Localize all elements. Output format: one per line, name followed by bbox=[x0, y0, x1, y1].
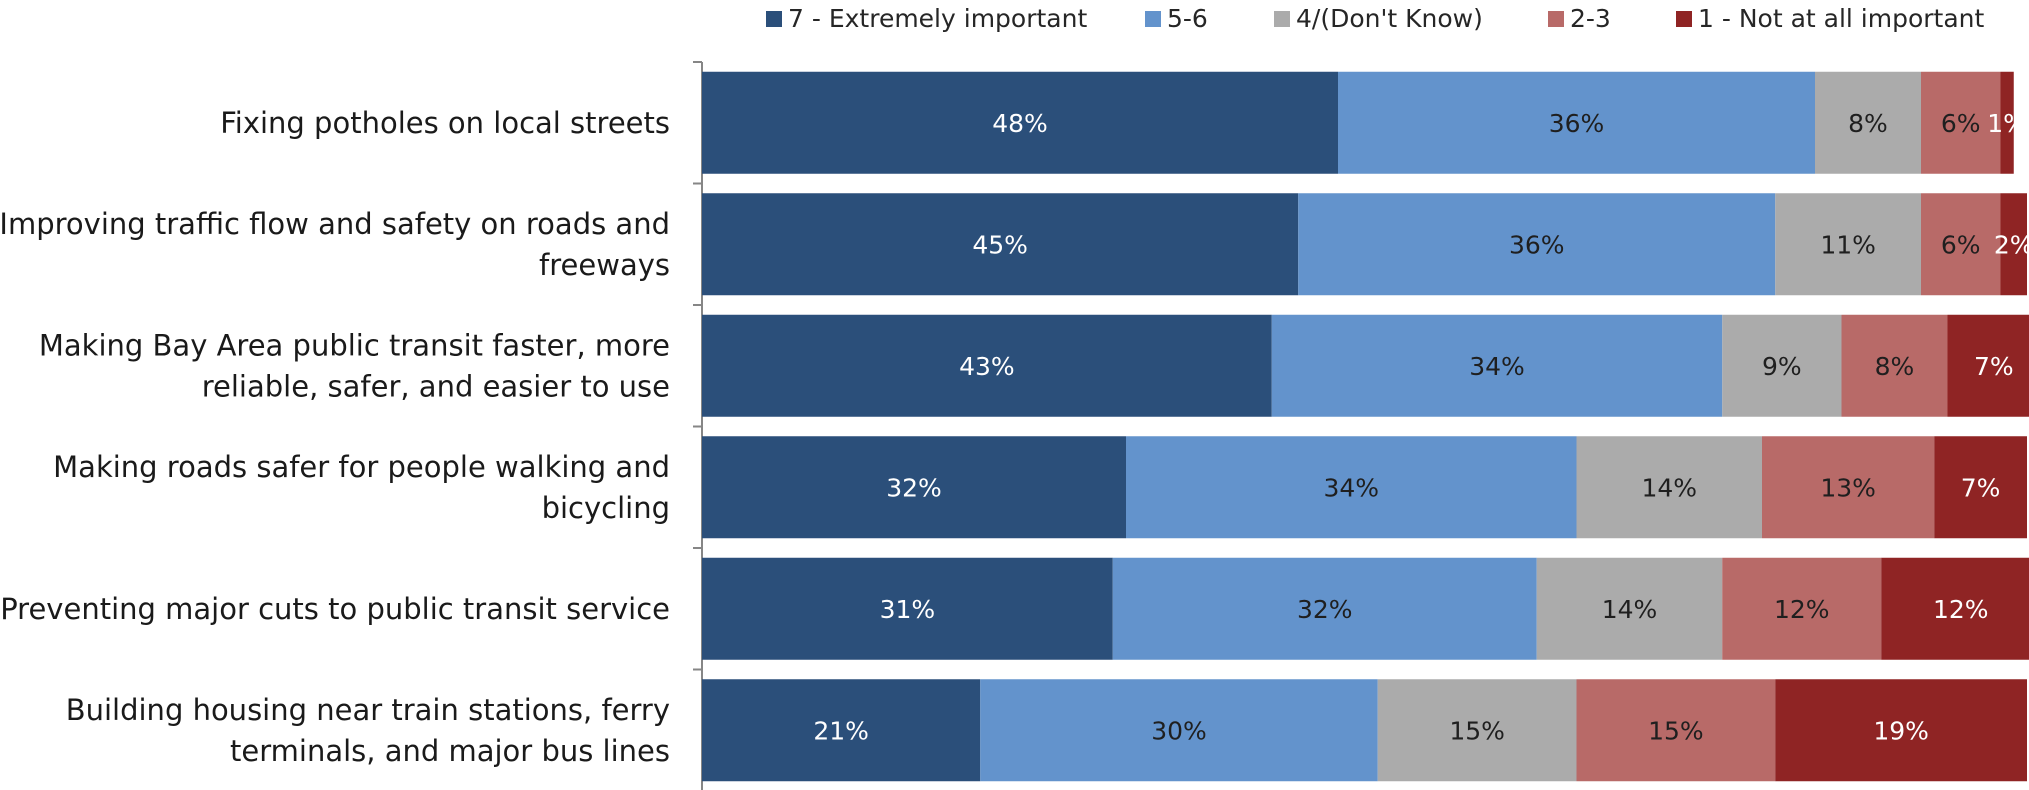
data-label: 6% bbox=[1941, 109, 1981, 138]
bar-segment bbox=[1338, 71, 1815, 174]
bar-segment bbox=[1576, 436, 1762, 539]
data-label: 8% bbox=[1848, 109, 1888, 138]
bar-segment bbox=[1298, 193, 1776, 296]
bar-segment bbox=[1841, 314, 1948, 417]
bar-segment bbox=[1921, 193, 2001, 296]
bar-segment bbox=[1576, 679, 1776, 782]
bar-segment bbox=[1762, 436, 1935, 539]
category-label-line: Fixing potholes on local streets bbox=[220, 106, 670, 140]
data-label: 14% bbox=[1641, 473, 1697, 502]
data-label: 36% bbox=[1509, 230, 1565, 259]
category-label-line: freeways bbox=[539, 248, 670, 282]
data-label: 9% bbox=[1762, 352, 1802, 381]
category-label: Making roads safer for people walking an… bbox=[53, 450, 670, 525]
legend-swatch bbox=[1145, 11, 1161, 27]
bar-segment bbox=[2000, 71, 2014, 174]
category-label: Fixing potholes on local streets bbox=[220, 106, 670, 140]
category-label-line: bicycling bbox=[542, 491, 670, 525]
data-label: 48% bbox=[992, 109, 1048, 138]
data-label: 21% bbox=[813, 716, 869, 745]
legend-label: 2-3 bbox=[1570, 4, 1611, 33]
data-label: 11% bbox=[1820, 230, 1876, 259]
legend-label: 5-6 bbox=[1167, 4, 1208, 33]
bar-segment bbox=[1775, 679, 2027, 782]
bar-segment bbox=[2000, 193, 2027, 296]
category-label-line: Preventing major cuts to public transit … bbox=[0, 592, 670, 626]
data-label: 6% bbox=[1941, 230, 1981, 259]
bar-segment bbox=[702, 679, 981, 782]
bar-segment bbox=[1775, 193, 1921, 296]
data-label: 14% bbox=[1602, 595, 1658, 624]
bar-segment bbox=[1921, 71, 2001, 174]
data-label: 36% bbox=[1549, 109, 1605, 138]
data-label: 19% bbox=[1873, 716, 1929, 745]
legend-swatch bbox=[1274, 11, 1290, 27]
bar-segment bbox=[1722, 314, 1842, 417]
category-label: Improving traffic flow and safety on roa… bbox=[0, 207, 670, 282]
category-label-line: Improving traffic flow and safety on roa… bbox=[0, 207, 670, 241]
bar-segment bbox=[1377, 679, 1577, 782]
bar-segment bbox=[1112, 557, 1537, 660]
bar-segment bbox=[1815, 71, 1921, 174]
category-label-line: reliable, safer, and easier to use bbox=[202, 369, 670, 403]
category-label-line: Building housing near train stations, fe… bbox=[66, 693, 670, 727]
category-label: Building housing near train stations, fe… bbox=[66, 693, 670, 768]
data-label: 8% bbox=[1875, 352, 1915, 381]
category-label-line: Making Bay Area public transit faster, m… bbox=[39, 328, 670, 362]
legend: 7 - Extremely important 5-6 4/(Don't Know)… bbox=[766, 4, 1985, 33]
bar-segment bbox=[1934, 436, 2027, 539]
data-label: 15% bbox=[1449, 716, 1505, 745]
bar-segment bbox=[1722, 557, 1882, 660]
legend-label: 1 - Not at all important bbox=[1698, 4, 1985, 33]
category-label: Preventing major cuts to public transit … bbox=[0, 592, 670, 626]
legend-swatch bbox=[1676, 11, 1692, 27]
data-label: 12% bbox=[1933, 595, 1989, 624]
data-label: 1% bbox=[1987, 109, 2027, 138]
data-label: 2% bbox=[1994, 230, 2029, 259]
bar-segment bbox=[702, 557, 1113, 660]
bar-segment bbox=[702, 193, 1299, 296]
data-label: 30% bbox=[1151, 716, 1207, 745]
data-label: 13% bbox=[1820, 473, 1876, 502]
data-label: 34% bbox=[1323, 473, 1379, 502]
data-label: 32% bbox=[1297, 595, 1353, 624]
data-label: 45% bbox=[972, 230, 1028, 259]
legend-swatch bbox=[1548, 11, 1564, 27]
bar-segment bbox=[1126, 436, 1577, 539]
data-label: 34% bbox=[1469, 352, 1525, 381]
bar-segment bbox=[1947, 314, 2029, 417]
bar-segment bbox=[1536, 557, 1723, 660]
bar-segment bbox=[1271, 314, 1723, 417]
bar-segment bbox=[702, 71, 1338, 174]
data-label: 31% bbox=[880, 595, 936, 624]
category-label-line: Making roads safer for people walking an… bbox=[53, 450, 670, 484]
bar-segment bbox=[702, 314, 1272, 417]
category-label-line: terminals, and major bus lines bbox=[230, 734, 670, 768]
data-label: 43% bbox=[959, 352, 1015, 381]
category-label: Making Bay Area public transit faster, m… bbox=[39, 328, 670, 403]
data-label: 7% bbox=[1961, 473, 2001, 502]
data-label: 7% bbox=[1974, 352, 2014, 381]
bar-segment bbox=[980, 679, 1378, 782]
legend-label: 7 - Extremely important bbox=[788, 4, 1087, 33]
legend-label: 4/(Don't Know) bbox=[1296, 4, 1483, 33]
legend-swatch bbox=[766, 11, 782, 27]
data-label: 12% bbox=[1774, 595, 1830, 624]
data-label: 15% bbox=[1648, 716, 1704, 745]
bar-segment bbox=[1881, 557, 2029, 660]
data-label: 32% bbox=[886, 473, 942, 502]
bar-segment bbox=[702, 436, 1126, 539]
